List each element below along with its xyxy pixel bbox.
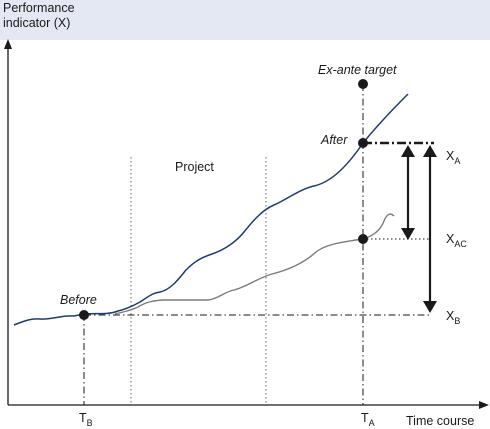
counterfactual-point	[358, 234, 368, 244]
t-after-label: TA	[361, 411, 375, 428]
y-axis-label-line1: Performance	[3, 1, 75, 15]
impact-arrow-head-bottom	[401, 228, 415, 240]
counterfactual-curve	[114, 213, 395, 315]
x-axis-label: Time course	[406, 414, 474, 428]
change-arrow-head-top	[423, 145, 437, 157]
t-before-label: TB	[79, 411, 93, 428]
impact-arrow-head-top	[401, 145, 415, 157]
plot-background	[0, 40, 490, 429]
after-point	[358, 138, 368, 148]
before-point	[79, 310, 89, 320]
x-after-label: XA	[446, 149, 460, 166]
change-arrow-head-bottom	[423, 301, 437, 313]
target-label: Ex-ante target	[318, 63, 397, 77]
x-before-label: XB	[446, 309, 460, 326]
target-point	[358, 79, 368, 89]
project-label: Project	[175, 160, 214, 174]
x-counterfactual-label: XAC	[446, 232, 467, 249]
before-label: Before	[60, 293, 97, 307]
after-label: After	[320, 133, 348, 147]
y-axis-label-line2: indicator (X)	[3, 16, 70, 30]
